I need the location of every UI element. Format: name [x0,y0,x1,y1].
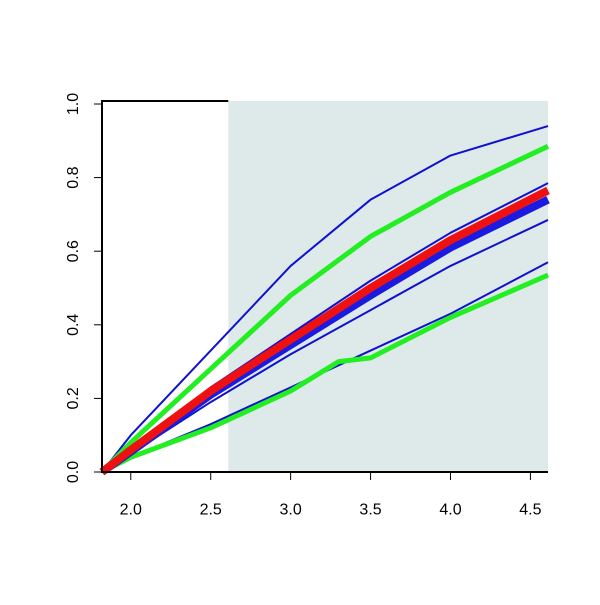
y-tick-label: 0.0 [65,461,82,483]
y-tick-label: 0.4 [65,314,82,336]
y-tick-label: 0.2 [65,387,82,409]
data-line [100,144,550,474]
x-tick-label: 4.0 [439,501,461,518]
y-tick-label: 1.0 [65,93,82,115]
plot-frame [101,100,548,473]
x-tick-label: 2.5 [200,501,222,518]
x-tick-label: 2.0 [120,501,142,518]
x-tick-label: 3.5 [359,501,381,518]
data-line [100,272,549,475]
x-tick-label: 4.5 [519,501,541,518]
data-line [101,125,549,473]
y-tick-label: 0.8 [65,166,82,188]
data-line [99,186,550,476]
y-tick-label: 0.6 [65,240,82,262]
x-tick-label: 3.0 [280,501,302,518]
